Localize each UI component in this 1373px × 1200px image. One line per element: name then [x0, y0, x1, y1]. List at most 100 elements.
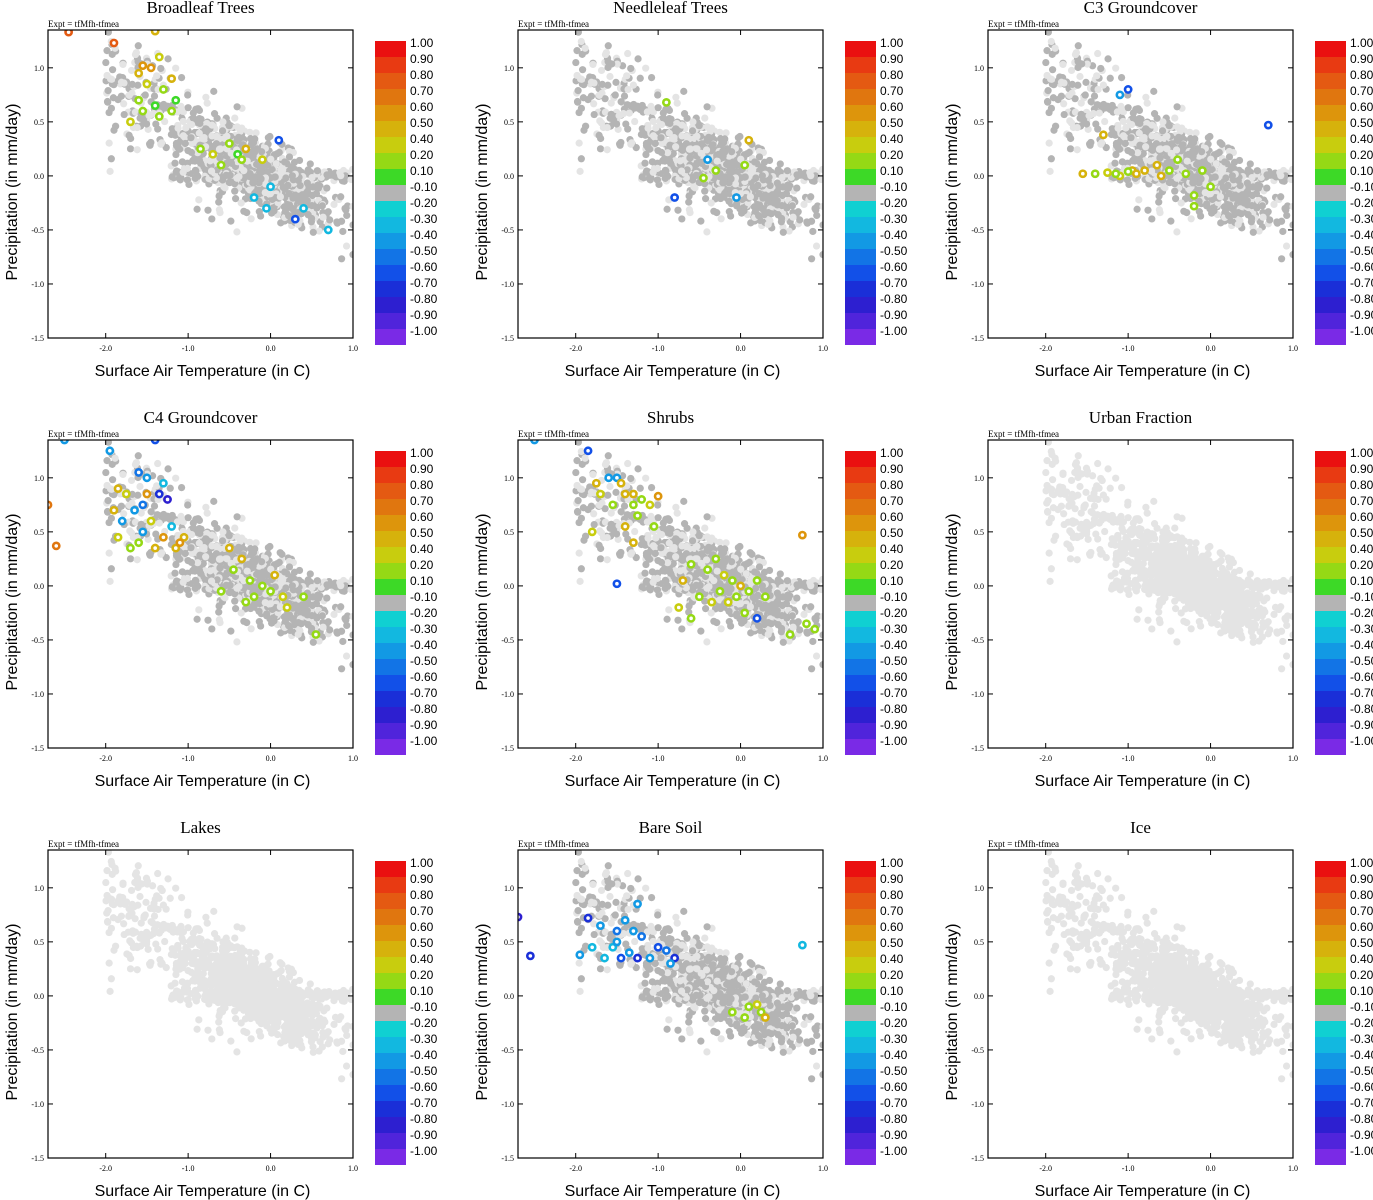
background-point — [277, 629, 285, 637]
background-point — [1171, 114, 1179, 122]
background-point — [261, 188, 269, 197]
background-point — [1289, 221, 1293, 229]
background-point — [642, 64, 650, 72]
background-point — [104, 30, 112, 36]
background-point — [1193, 160, 1201, 168]
background-point — [783, 167, 791, 175]
background-point — [631, 117, 639, 126]
background-point — [716, 128, 724, 136]
colorbar-label: 1.00 — [880, 36, 904, 50]
data-point — [159, 85, 168, 94]
data-point — [299, 203, 308, 213]
colorbar-label: -0.20 — [880, 196, 908, 210]
background-point — [603, 146, 611, 154]
background-point — [1217, 219, 1225, 227]
background-point — [673, 99, 681, 107]
background-point — [1144, 206, 1152, 214]
background-point — [738, 209, 746, 217]
background-point — [1278, 255, 1286, 263]
background-point — [126, 145, 135, 153]
colorbar-swatch — [1315, 121, 1346, 137]
background-point — [1123, 176, 1132, 184]
background-point — [231, 524, 239, 532]
background-point — [608, 60, 616, 68]
background-point — [1276, 169, 1284, 177]
background-point — [1165, 122, 1173, 130]
background-point — [590, 100, 598, 108]
background-point — [306, 160, 314, 168]
data-point — [744, 135, 754, 145]
background-point — [233, 103, 241, 111]
background-point — [1289, 165, 1293, 174]
background-point — [342, 206, 350, 214]
background-point — [312, 599, 321, 608]
background-point — [573, 47, 581, 55]
background-point — [219, 118, 227, 126]
background-point — [1143, 119, 1151, 128]
background-point — [1197, 175, 1205, 183]
data-point — [138, 61, 148, 71]
background-point — [819, 251, 823, 259]
background-point — [651, 139, 659, 148]
data-point — [208, 149, 218, 159]
colorbar-label: 0.60 — [1350, 100, 1373, 114]
background-point — [349, 612, 353, 621]
data-point — [274, 135, 284, 145]
background-point — [278, 550, 286, 558]
background-point — [807, 193, 815, 201]
colorbar-swatch — [845, 201, 876, 217]
background-point — [1111, 159, 1119, 167]
colorbar-swatch — [1315, 41, 1346, 57]
background-point — [1094, 85, 1102, 94]
data-point — [290, 214, 300, 224]
colorbar-swatch — [1315, 137, 1346, 153]
background-point — [641, 159, 649, 167]
background-point — [347, 175, 353, 184]
background-point — [231, 187, 239, 195]
background-point — [601, 50, 610, 59]
background-point — [819, 165, 823, 174]
background-point — [644, 124, 652, 132]
colorbar-swatch — [375, 185, 406, 201]
background-point — [737, 155, 745, 163]
background-point — [119, 60, 127, 69]
background-point — [1175, 173, 1183, 181]
background-point — [1259, 213, 1267, 221]
colorbar-swatch — [1315, 233, 1346, 249]
background-point — [1094, 49, 1102, 58]
background-point — [1047, 104, 1055, 112]
background-point — [1044, 30, 1052, 36]
background-point — [304, 166, 312, 174]
background-point — [665, 129, 673, 137]
background-point — [1117, 73, 1126, 82]
background-point — [809, 227, 817, 236]
colorbar-swatch — [845, 89, 876, 105]
colorbar-label: -0.10 — [880, 180, 908, 194]
colorbar-swatch — [1315, 201, 1346, 217]
background-point — [240, 207, 248, 215]
background-point — [150, 92, 159, 100]
background-point — [1135, 106, 1144, 115]
background-point — [349, 221, 353, 229]
background-point — [168, 173, 176, 181]
plot-frame — [517, 29, 824, 339]
background-point — [1155, 192, 1163, 200]
background-point — [1090, 92, 1099, 100]
background-point — [246, 128, 254, 136]
background-point — [1218, 140, 1226, 148]
background-point — [1087, 98, 1095, 106]
background-point — [720, 193, 728, 201]
background-point — [727, 212, 735, 220]
background-point — [693, 145, 701, 153]
background-point — [1247, 214, 1256, 223]
data-point — [138, 106, 148, 116]
background-point — [1142, 125, 1150, 133]
background-point — [1177, 199, 1185, 207]
background-point — [232, 195, 240, 203]
colorbar-swatch — [1315, 105, 1346, 121]
background-point — [213, 114, 221, 122]
background-point — [1133, 205, 1141, 213]
background-point — [277, 219, 285, 227]
colorbar-label: -0.70 — [410, 276, 438, 290]
